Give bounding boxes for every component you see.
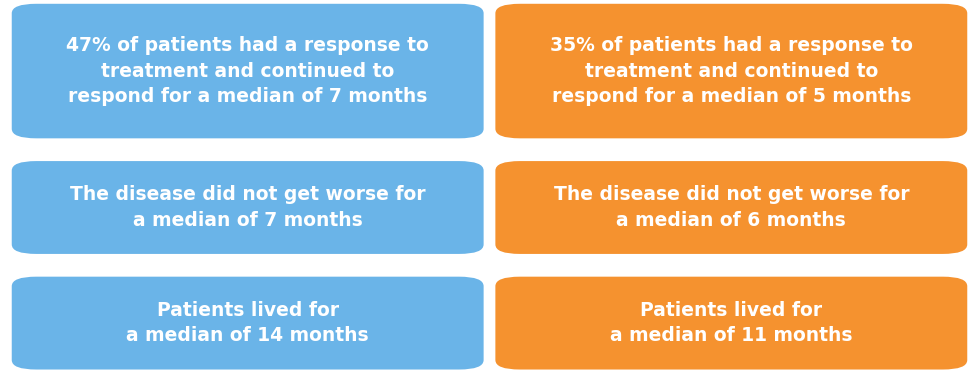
Text: The disease did not get worse for
a median of 7 months: The disease did not get worse for a medi…	[69, 185, 425, 230]
FancyBboxPatch shape	[495, 277, 966, 370]
FancyBboxPatch shape	[495, 4, 966, 138]
Text: The disease did not get worse for
a median of 6 months: The disease did not get worse for a medi…	[553, 185, 909, 230]
FancyBboxPatch shape	[495, 161, 966, 254]
Text: 35% of patients had a response to
treatment and continued to
respond for a media: 35% of patients had a response to treatm…	[550, 36, 911, 106]
Text: 47% of patients had a response to
treatment and continued to
respond for a media: 47% of patients had a response to treatm…	[67, 36, 428, 106]
FancyBboxPatch shape	[12, 161, 483, 254]
FancyBboxPatch shape	[12, 4, 483, 138]
Text: Patients lived for
a median of 11 months: Patients lived for a median of 11 months	[609, 301, 852, 346]
Text: Patients lived for
a median of 14 months: Patients lived for a median of 14 months	[126, 301, 369, 346]
FancyBboxPatch shape	[12, 277, 483, 370]
